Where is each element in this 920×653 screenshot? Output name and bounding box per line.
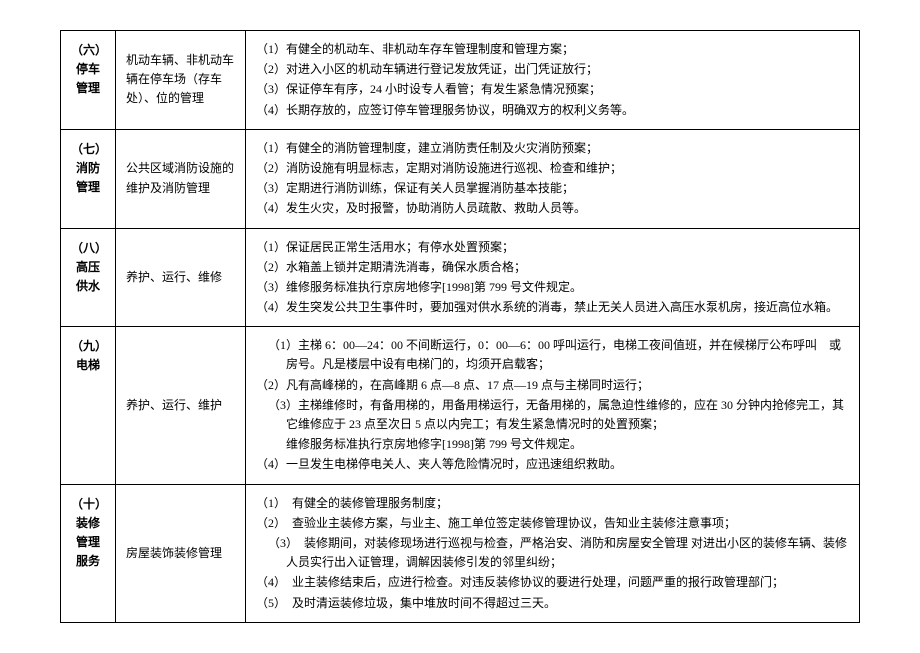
content-item: （1）保证居民正常生活用水；有停水处置预案；	[256, 238, 849, 257]
content-item: （1）主梯 6：00—24：00 不间断运行，0：00—6：00 呼叫运行，电梯…	[256, 336, 849, 374]
section-cell: （八）高压供水	[61, 228, 116, 327]
content-item: （1）有健全的机动车、非机动车存车管理制度和管理方案；	[256, 40, 849, 59]
table-row: （九）电梯养护、运行、维护 （1）主梯 6：00—24：00 不间断运行，0：00…	[61, 327, 860, 484]
section-title-part: 停车	[71, 60, 105, 79]
content-item: （1） 有健全的装修管理服务制度；	[256, 494, 849, 513]
section-number: （七）	[71, 140, 105, 159]
section-title-part: 服务	[71, 552, 105, 571]
section-title-part: 高压	[71, 258, 105, 277]
content-item: （2）对进入小区的机动车辆进行登记发放凭证，出门凭证放行；	[256, 60, 849, 79]
table-row: （六）停车管理机动车辆、非机动车辆在停车场（存车处）、位的管理（1）有健全的机动…	[61, 31, 860, 130]
content-cell: （1） 有健全的装修管理服务制度；（2） 查验业主装修方案，与业主、施工单位签定…	[246, 484, 860, 622]
section-title-part: 装修	[71, 514, 105, 533]
section-title-part: 电梯	[71, 356, 105, 375]
section-cell: （七）消防管理	[61, 129, 116, 228]
description-cell: 养护、运行、维护	[116, 327, 246, 484]
section-title-part: 管理	[71, 79, 105, 98]
section-number: （六）	[71, 41, 105, 60]
section-cell: （十）装修管理服务	[61, 484, 116, 622]
section-title-part: 供水	[71, 277, 105, 296]
content-item: （2）消防设施有明显标志，定期对消防设施进行巡视、检查和维护；	[256, 159, 849, 178]
content-item: （4）一旦发生电梯停电关人、夹人等危险情况时，应迅速组织救助。	[256, 455, 849, 474]
section-title-part: 消防	[71, 159, 105, 178]
table-row: （七）消防管理公共区域消防设施的维护及消防管理（1）有健全的消防管理制度，建立消…	[61, 129, 860, 228]
section-number: （十）	[71, 495, 105, 514]
content-item: （4）发生火灾，及时报警，协助消防人员疏散、救助人员等。	[256, 199, 849, 218]
table-row: （十）装修管理服务房屋装饰装修管理（1） 有健全的装修管理服务制度；（2） 查验…	[61, 484, 860, 622]
content-item: （3）维修服务标准执行京房地修字[1998]第 799 号文件规定。	[256, 278, 849, 297]
content-cell: （1）有健全的消防管理制度，建立消防责任制及火灾消防预案；（2）消防设施有明显标…	[246, 129, 860, 228]
content-item: （4）长期存放的，应签订停车管理服务协议，明确双方的权利义务等。	[256, 101, 849, 120]
content-item: （2） 查验业主装修方案，与业主、施工单位签定装修管理协议，告知业主装修注意事项…	[256, 514, 849, 533]
section-cell: （九）电梯	[61, 327, 116, 484]
section-title-part: 管理	[71, 533, 105, 552]
section-title-part: 管理	[71, 178, 105, 197]
content-item: （2）凡有高峰梯的，在高峰期 6 点—8 点、17 点—19 点与主梯同时运行；	[256, 376, 849, 395]
table-row: （八）高压供水养护、运行、维修（1）保证居民正常生活用水；有停水处置预案；（2）…	[61, 228, 860, 327]
management-table: （六）停车管理机动车辆、非机动车辆在停车场（存车处）、位的管理（1）有健全的机动…	[60, 30, 860, 623]
content-cell: （1）保证居民正常生活用水；有停水处置预案；（2）水箱盖上锁并定期清洗消毒，确保…	[246, 228, 860, 327]
content-item: （3）主梯维修时，有备用梯的，用备用梯运行，无备用梯的，属急迫性维修的，应在 3…	[256, 396, 849, 434]
content-item: （3）定期进行消防训练，保证有关人员掌握消防基本技能；	[256, 179, 849, 198]
table-body: （六）停车管理机动车辆、非机动车辆在停车场（存车处）、位的管理（1）有健全的机动…	[61, 31, 860, 623]
content-item: （5） 及时清运装修垃圾，集中堆放时间不得超过三天。	[256, 594, 849, 613]
description-cell: 机动车辆、非机动车辆在停车场（存车处）、位的管理	[116, 31, 246, 130]
section-number: （八）	[71, 239, 105, 258]
content-item: 维修服务标准执行京房地修字[1998]第 799 号文件规定。	[256, 435, 849, 454]
content-item: （3）保证停车有序，24 小时设专人看管；有发生紧急情况预案；	[256, 80, 849, 99]
description-cell: 房屋装饰装修管理	[116, 484, 246, 622]
content-item: （4） 业主装修结束后，应进行检查。对违反装修协议的要进行处理，问题严重的报行政…	[256, 573, 849, 592]
content-item: （2）水箱盖上锁并定期清洗消毒，确保水质合格；	[256, 258, 849, 277]
content-cell: （1）有健全的机动车、非机动车存车管理制度和管理方案；（2）对进入小区的机动车辆…	[246, 31, 860, 130]
section-cell: （六）停车管理	[61, 31, 116, 130]
content-item: （1）有健全的消防管理制度，建立消防责任制及火灾消防预案；	[256, 139, 849, 158]
description-cell: 公共区域消防设施的维护及消防管理	[116, 129, 246, 228]
section-number: （九）	[71, 337, 105, 356]
content-item: （4）发生突发公共卫生事件时，要加强对供水系统的消毒，禁止无关人员进入高压水泵机…	[256, 298, 849, 317]
content-item: （3） 装修期间，对装修现场进行巡视与检查，严格治安、消防和房屋安全管理 对进出…	[256, 534, 849, 572]
content-cell: （1）主梯 6：00—24：00 不间断运行，0：00—6：00 呼叫运行，电梯…	[246, 327, 860, 484]
description-cell: 养护、运行、维修	[116, 228, 246, 327]
